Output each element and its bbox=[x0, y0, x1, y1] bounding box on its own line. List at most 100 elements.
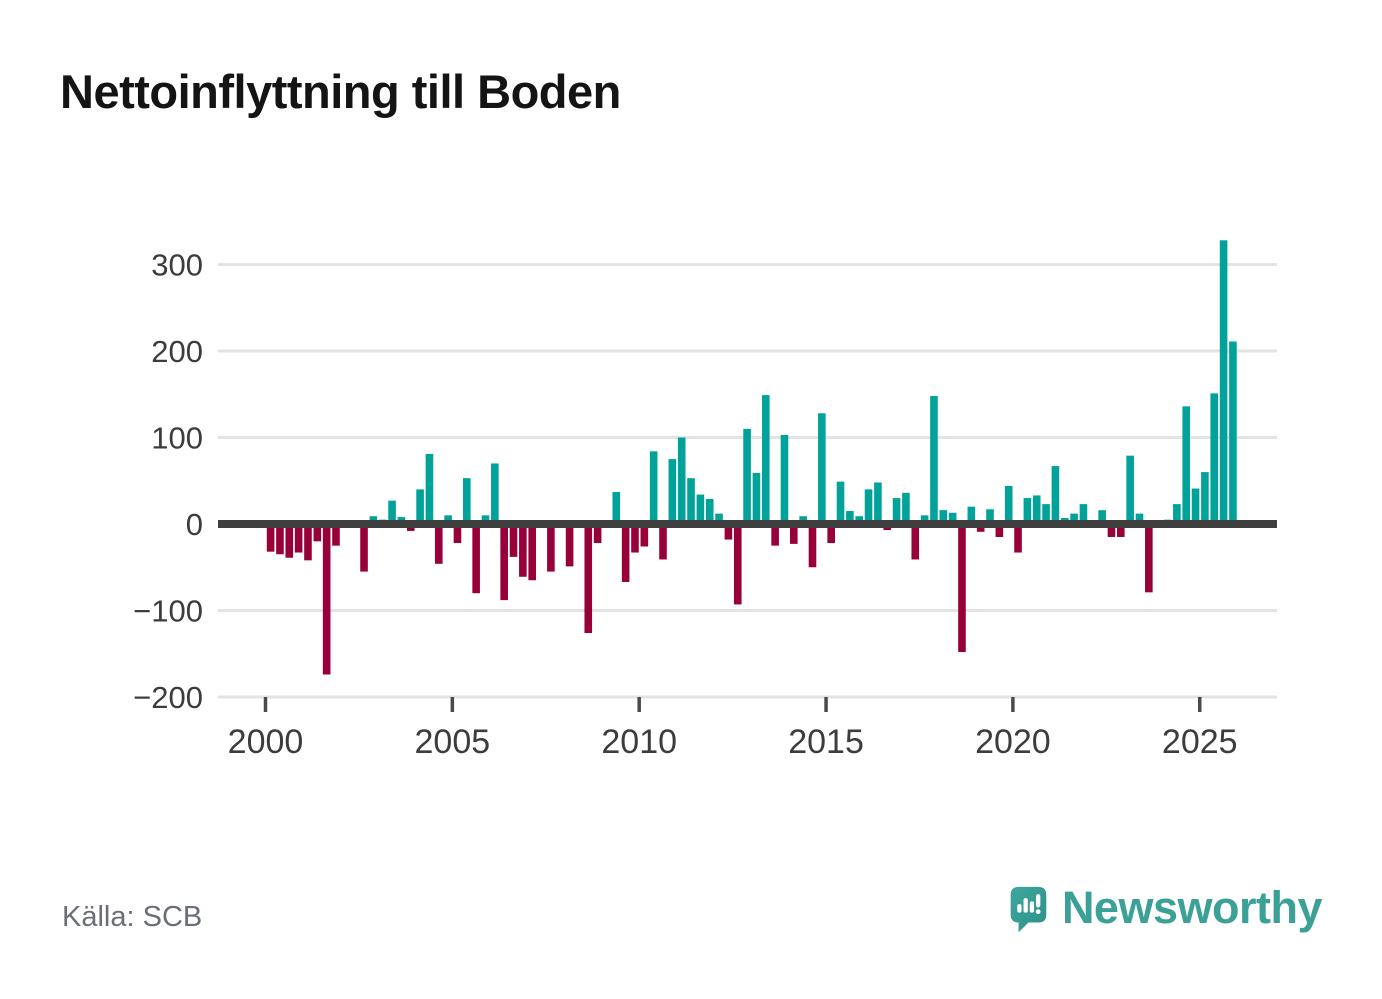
x-tick-label: 2005 bbox=[415, 723, 491, 761]
bar bbox=[1107, 524, 1116, 537]
bar bbox=[808, 524, 817, 568]
bar bbox=[752, 472, 761, 524]
bar bbox=[388, 500, 396, 524]
newsworthy-logo: Newsworthy bbox=[1010, 874, 1323, 950]
bar bbox=[1145, 524, 1153, 593]
bar bbox=[322, 524, 331, 675]
bar bbox=[547, 524, 555, 572]
bar bbox=[1070, 513, 1078, 524]
bar bbox=[463, 478, 471, 524]
bar bbox=[593, 524, 602, 544]
bar bbox=[519, 524, 527, 577]
bar bbox=[1182, 406, 1191, 524]
chart-title: Nettoinflyttning till Boden bbox=[60, 65, 621, 118]
bar bbox=[631, 524, 639, 553]
x-tick-label: 2025 bbox=[1162, 723, 1238, 761]
bar bbox=[1219, 240, 1228, 524]
bar bbox=[612, 492, 621, 525]
bar bbox=[920, 515, 929, 524]
x-tick-label: 2020 bbox=[975, 723, 1051, 761]
bar bbox=[481, 515, 490, 524]
bar bbox=[939, 510, 948, 524]
bar bbox=[649, 451, 658, 524]
bar bbox=[584, 524, 593, 633]
bar bbox=[846, 511, 854, 524]
bar bbox=[724, 524, 733, 540]
bar bbox=[509, 524, 518, 557]
bar bbox=[313, 524, 322, 542]
x-tick-label: 2015 bbox=[788, 723, 864, 761]
bar bbox=[1098, 510, 1106, 524]
bar bbox=[434, 524, 443, 564]
bar bbox=[416, 489, 424, 524]
bar bbox=[930, 395, 938, 524]
bar bbox=[621, 524, 630, 582]
bar bbox=[1079, 504, 1088, 524]
bar bbox=[1201, 472, 1209, 524]
bar bbox=[967, 506, 976, 524]
bar bbox=[304, 524, 312, 561]
y-tick-label: 300 bbox=[151, 248, 203, 283]
bar bbox=[472, 524, 480, 594]
bar bbox=[733, 524, 742, 605]
bar bbox=[1173, 504, 1181, 524]
bar bbox=[453, 524, 462, 544]
bar bbox=[743, 428, 751, 524]
x-axis-labels: 2000 2005 2010 2015 2020 2025 bbox=[228, 697, 1238, 761]
bar bbox=[696, 494, 705, 524]
bar bbox=[1051, 466, 1060, 524]
bar bbox=[276, 524, 284, 555]
bar bbox=[911, 524, 920, 560]
bar bbox=[818, 413, 826, 524]
y-axis-labels: 300 200 100 0 −100 −200 bbox=[133, 248, 203, 715]
bar bbox=[266, 524, 275, 552]
bar bbox=[1042, 504, 1050, 524]
newsworthy-wordmark: Newsworthy bbox=[1061, 882, 1323, 933]
y-tick-label: 200 bbox=[151, 334, 203, 369]
bar bbox=[294, 524, 303, 553]
bar bbox=[500, 524, 508, 601]
bar bbox=[827, 524, 835, 544]
bar bbox=[1023, 498, 1032, 524]
bar bbox=[892, 498, 901, 524]
bar bbox=[958, 524, 966, 653]
y-tick-label: 0 bbox=[186, 507, 203, 542]
bar bbox=[874, 482, 882, 524]
bar bbox=[425, 453, 434, 524]
bar bbox=[1229, 341, 1237, 524]
x-tick-label: 2010 bbox=[601, 723, 677, 761]
bar bbox=[528, 524, 536, 581]
bar bbox=[771, 524, 779, 546]
bar bbox=[705, 498, 714, 525]
bar bbox=[1191, 488, 1200, 524]
bar bbox=[491, 463, 499, 524]
bar bbox=[1126, 455, 1134, 524]
bar bbox=[1032, 495, 1041, 524]
bar bbox=[360, 524, 368, 572]
bar bbox=[659, 524, 667, 560]
bar bbox=[677, 437, 686, 524]
source-label: Källa: SCB bbox=[62, 901, 203, 933]
y-tick-label: −100 bbox=[133, 594, 203, 629]
y-tick-label: −200 bbox=[133, 680, 203, 715]
bar bbox=[864, 489, 873, 524]
x-tick-label: 2000 bbox=[228, 723, 304, 761]
bar bbox=[761, 395, 770, 524]
bar bbox=[640, 524, 649, 547]
bar bbox=[285, 524, 294, 558]
bar bbox=[836, 481, 845, 524]
bar bbox=[790, 524, 798, 544]
bar bbox=[332, 524, 340, 546]
bar bbox=[986, 509, 994, 525]
bar bbox=[948, 512, 957, 524]
bar bbox=[1117, 524, 1125, 537]
bar bbox=[565, 524, 574, 567]
bar bbox=[780, 434, 789, 524]
bar bbox=[444, 515, 452, 524]
bar bbox=[1210, 393, 1219, 524]
newsworthy-logo-icon bbox=[1010, 886, 1047, 933]
bar bbox=[715, 513, 723, 524]
bar bbox=[668, 459, 677, 525]
